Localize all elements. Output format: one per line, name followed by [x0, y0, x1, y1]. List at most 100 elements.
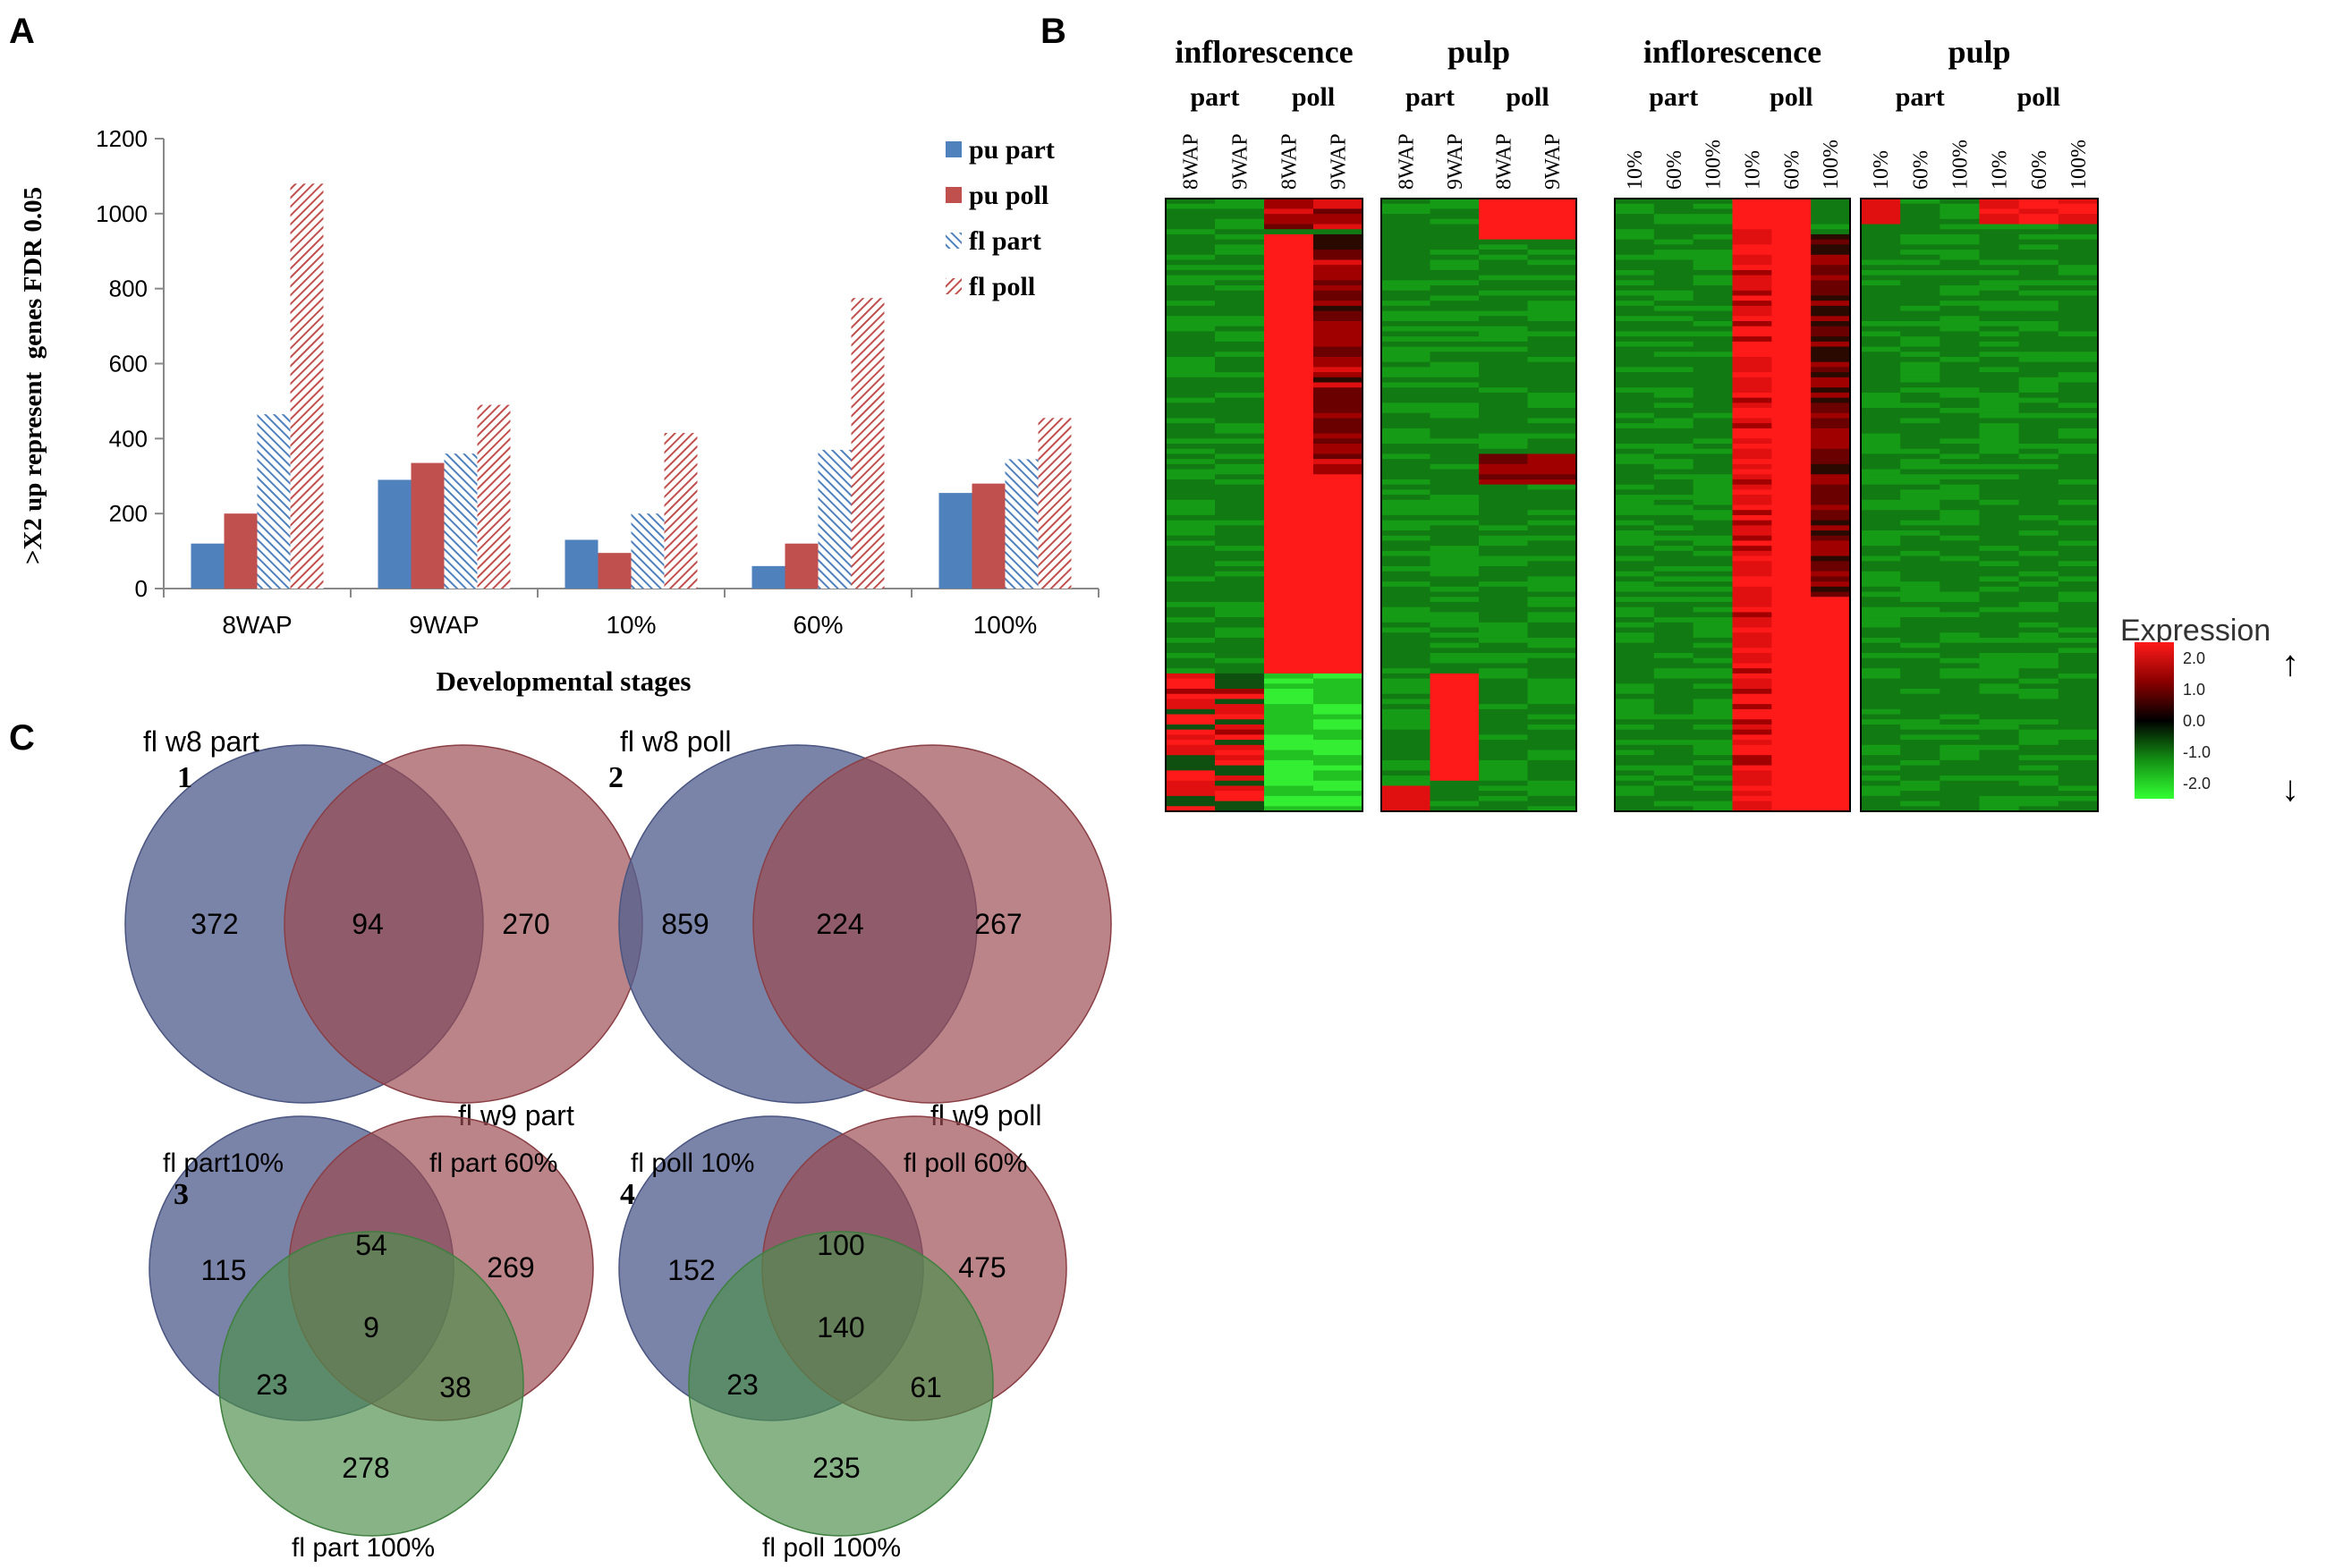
heat-cell	[1479, 403, 1529, 409]
heat-cell	[1166, 392, 1216, 399]
heat-cell	[1811, 301, 1851, 307]
heat-cell	[1381, 499, 1431, 506]
heat-cell	[1940, 530, 1981, 537]
venn3-label-b: fl part 60%	[429, 1148, 557, 1178]
heat-cell	[1979, 392, 2020, 399]
heat-cell	[1527, 346, 1577, 352]
heat-cell	[1771, 250, 1812, 256]
heat-cell	[1653, 259, 1694, 266]
heat-cell	[2018, 555, 2059, 562]
heat-cell	[1979, 785, 2020, 792]
heat-cell	[1653, 412, 1694, 420]
heat-cell	[1527, 597, 1577, 603]
heat-cell	[2018, 693, 2059, 700]
heat-cell	[1313, 305, 1363, 312]
heat-cell	[1653, 254, 1694, 261]
heat-cell	[1381, 530, 1431, 537]
heat-cell	[1979, 382, 2020, 388]
heat-cell	[1979, 627, 2020, 633]
heat-cell	[1693, 254, 1734, 261]
heat-cell	[1527, 591, 1577, 598]
heat-cell	[1900, 693, 1940, 700]
heat-cell	[1979, 612, 2020, 618]
heat-cell	[1811, 382, 1851, 388]
heat-cell	[1861, 673, 1901, 680]
heat-cell	[1479, 259, 1529, 266]
heat-cell	[1693, 530, 1734, 537]
heat-cell	[1264, 617, 1314, 623]
heat-cell	[2018, 653, 2059, 659]
heat-cell	[1479, 412, 1529, 420]
heat-cell	[1940, 259, 1981, 266]
heat-cell	[1430, 750, 1480, 756]
heat-cell	[2058, 361, 2099, 368]
heat-cell	[2018, 459, 2059, 465]
heat-cell	[1979, 275, 2020, 281]
heat-cell	[1653, 657, 1694, 665]
heat-cell	[1264, 397, 1314, 403]
heat-cell	[1940, 269, 1981, 276]
heat-cell	[1381, 510, 1431, 516]
heat-cell	[1693, 668, 1734, 674]
heat-cell	[1313, 412, 1363, 420]
heat-cell	[1527, 408, 1577, 414]
heat-cell	[1215, 229, 1265, 235]
heat-cell	[1615, 776, 1655, 782]
heat-cell	[1940, 412, 1981, 420]
heat-cell	[1215, 397, 1265, 403]
heat-cell	[1615, 250, 1655, 256]
heat-cell	[1527, 566, 1577, 572]
heat-cell	[1381, 382, 1431, 388]
heat-cell	[1313, 780, 1363, 787]
heat-cell	[1693, 750, 1734, 756]
heat-cell	[1732, 668, 1772, 674]
heat-cell	[1313, 199, 1363, 205]
heat-cell	[1732, 254, 1772, 261]
heat-cell	[1811, 214, 1851, 220]
heat-legend-tick: -2.0	[2183, 775, 2211, 792]
heat-cell	[1979, 704, 2020, 710]
heat-cell	[1166, 346, 1216, 352]
heat-cell	[1732, 657, 1772, 665]
bar-pu-poll-8WAP	[224, 513, 258, 589]
heat-cell	[1381, 301, 1431, 307]
heat-cell	[1693, 657, 1734, 665]
heat-cell	[1264, 561, 1314, 567]
heat-cell	[1732, 510, 1772, 516]
heat-cell	[1615, 285, 1655, 292]
heat-cell	[1313, 724, 1363, 731]
heat-cell	[2018, 244, 2059, 250]
heat-cell	[1615, 265, 1655, 271]
heat-cell	[2058, 601, 2099, 608]
heat-cell	[1479, 331, 1529, 337]
heat-cell	[1771, 668, 1812, 674]
heat-legend-bar	[2135, 642, 2174, 799]
heat-cell	[1861, 729, 1901, 735]
heat-cell	[1264, 229, 1314, 235]
heat-cell	[2058, 203, 2099, 210]
heat-cell	[1811, 693, 1851, 700]
heat-cell	[1430, 361, 1480, 368]
heat-cell	[1381, 250, 1431, 256]
heat-cell	[1615, 474, 1655, 480]
heat-cell	[1527, 275, 1577, 281]
heat-cell	[1979, 377, 2020, 384]
heat-cell	[1811, 719, 1851, 725]
heat-cell	[2058, 550, 2099, 557]
heat-cell	[1940, 367, 1981, 373]
heat-cell	[1732, 708, 1772, 716]
heat-cell	[1732, 397, 1772, 403]
heat-cell	[1900, 780, 1940, 787]
heat-cell	[1979, 520, 2020, 526]
heat-cell	[1615, 765, 1655, 771]
heat-cell	[1479, 269, 1529, 276]
heat-cell	[1313, 254, 1363, 261]
heat-cell	[2058, 367, 2099, 373]
heat-cell	[1653, 724, 1694, 731]
heat-cell	[1381, 801, 1431, 807]
heat-cell	[1166, 648, 1216, 654]
heat-cell	[1653, 459, 1694, 465]
heat-cell	[2018, 438, 2059, 445]
heat-cell	[1527, 208, 1577, 215]
heat-column-label: 9WAP	[1541, 133, 1565, 190]
